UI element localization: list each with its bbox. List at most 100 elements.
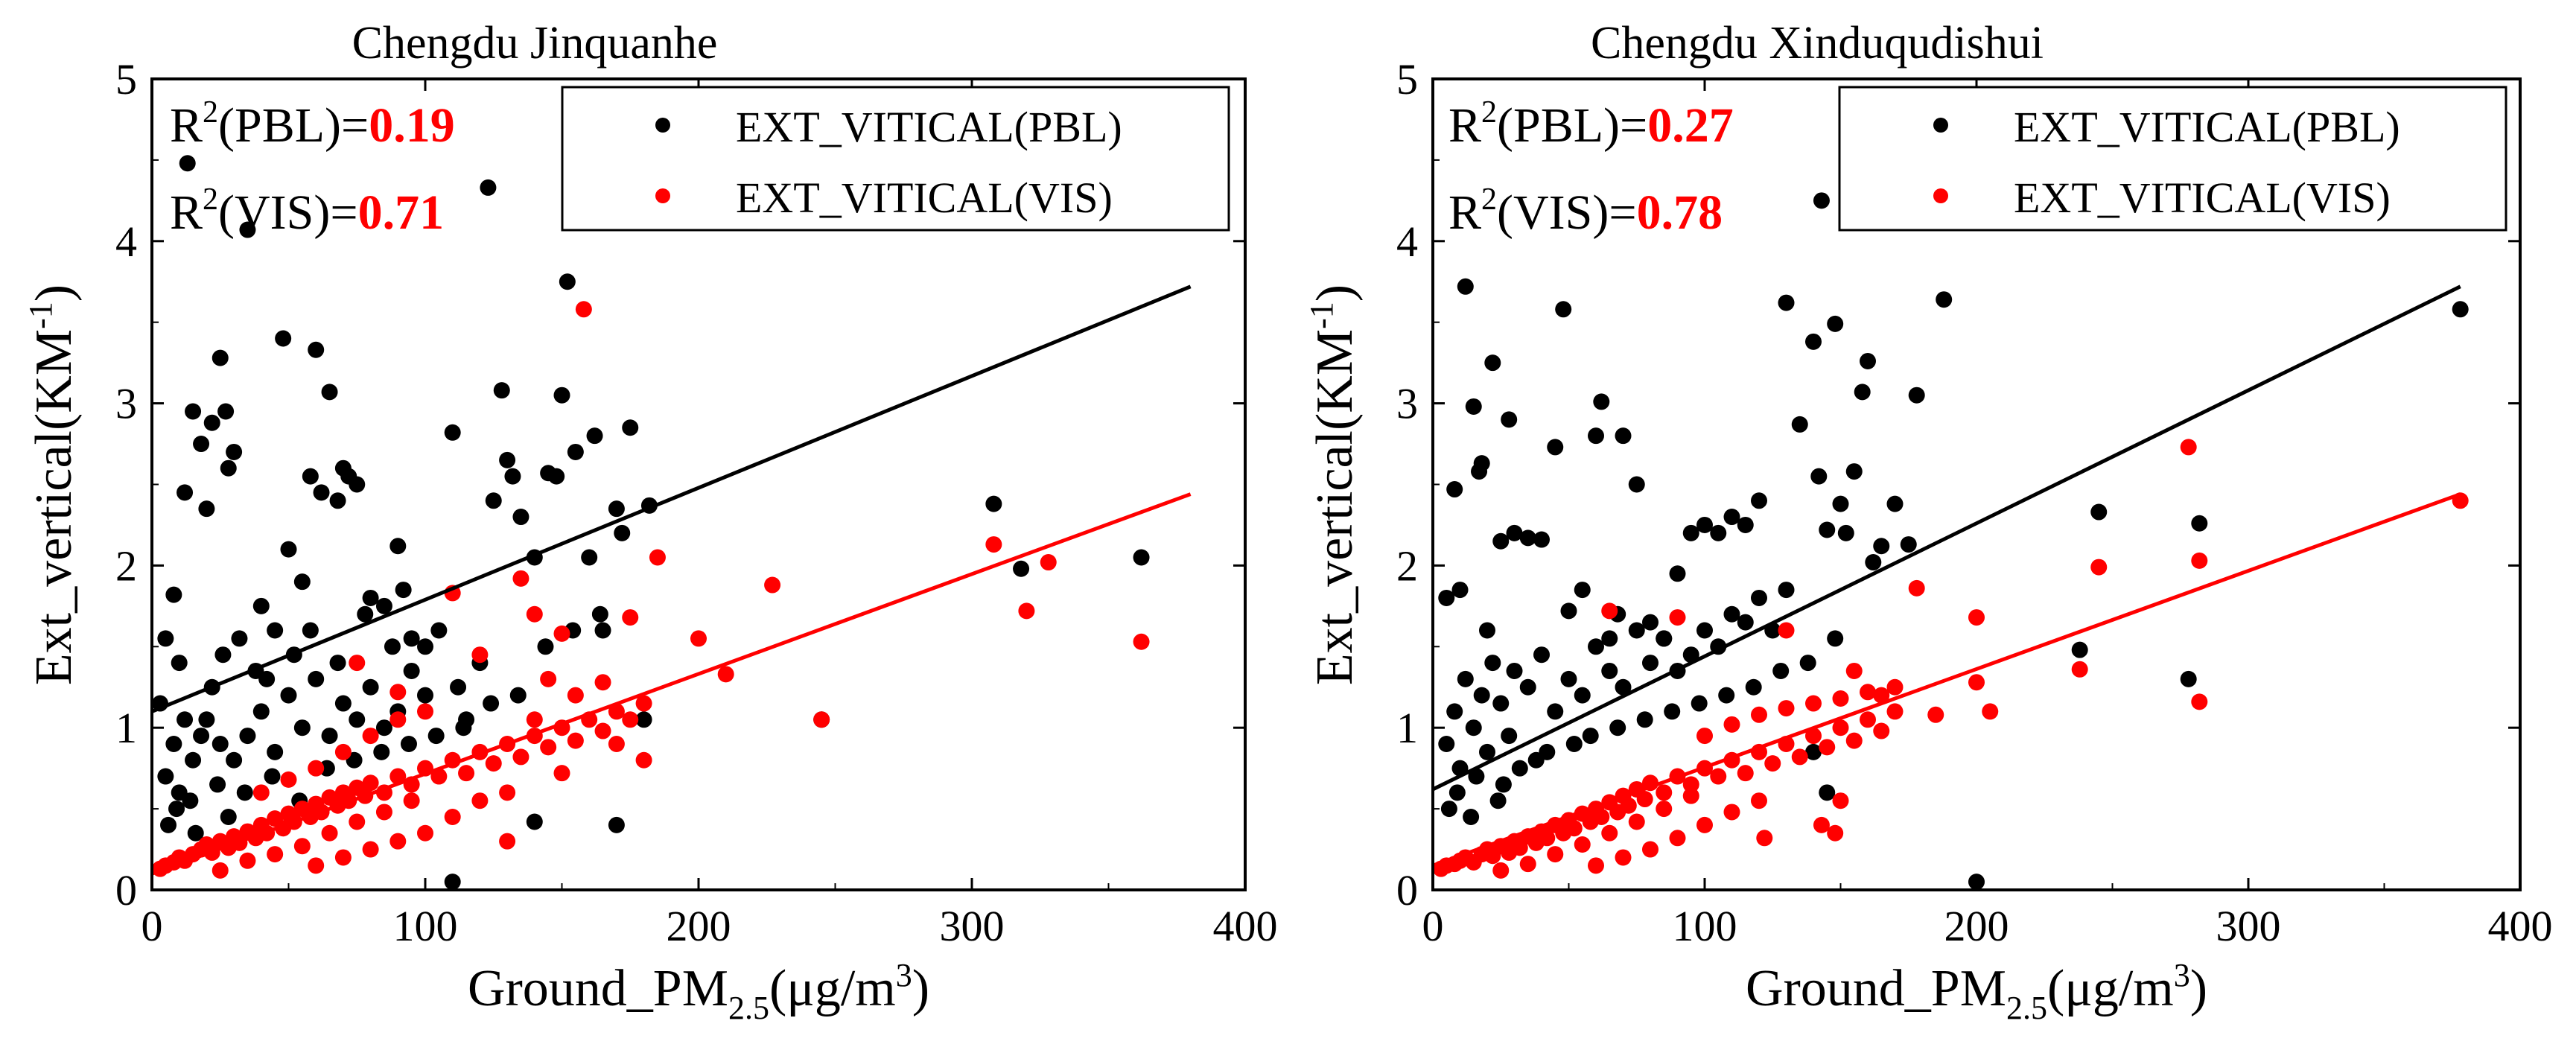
x-tick-label: 0	[1422, 902, 1444, 950]
data-point	[1492, 532, 1510, 550]
data-point	[1813, 192, 1830, 209]
data-point	[567, 443, 584, 460]
data-point	[1484, 655, 1501, 672]
data-point	[614, 524, 631, 541]
data-point	[1601, 824, 1618, 842]
data-point	[1539, 743, 1556, 760]
data-point	[252, 784, 270, 801]
data-point	[168, 801, 185, 818]
legend-label-vis: EXT_VITICAL(VIS)	[736, 174, 1113, 222]
data-point	[193, 436, 210, 453]
legend-marker-vis	[1933, 188, 1948, 203]
x-tick-label: 100	[393, 902, 458, 950]
data-point	[1778, 582, 1795, 599]
data-point	[1446, 481, 1463, 498]
r2-value: 0.27	[1647, 98, 1734, 153]
data-point	[1574, 687, 1591, 704]
data-point	[1501, 728, 1518, 745]
data-point	[308, 760, 325, 777]
data-point	[480, 179, 497, 196]
data-point	[575, 301, 592, 318]
data-point	[483, 695, 500, 712]
data-point	[1446, 703, 1463, 720]
legend-box	[1838, 86, 2507, 232]
data-point	[185, 751, 202, 769]
data-point	[176, 484, 194, 501]
data-point	[1860, 352, 1876, 369]
data-point	[2191, 515, 2208, 532]
data-point	[1492, 695, 1510, 712]
r2-symbol: R	[170, 185, 203, 240]
data-point	[1565, 820, 1583, 837]
data-point	[764, 576, 781, 594]
data-point	[329, 655, 346, 672]
data-point	[2090, 559, 2108, 576]
data-point	[444, 874, 461, 890]
data-point	[813, 711, 830, 728]
data-point	[526, 605, 543, 623]
data-point	[1854, 384, 1871, 401]
data-point	[362, 678, 379, 696]
data-point	[1968, 674, 1985, 691]
data-point	[1588, 638, 1604, 655]
x-axis: 0 100 200 300 400	[1422, 79, 2553, 950]
data-point	[559, 273, 576, 290]
series-vis	[1433, 439, 2469, 879]
data-point	[1751, 589, 1767, 606]
data-point	[334, 743, 352, 760]
data-point	[375, 804, 392, 821]
r2-annotation-vis: R2(VIS)=0.71	[170, 182, 444, 240]
data-point	[264, 768, 281, 785]
series-pbl	[152, 155, 1150, 890]
data-point	[302, 622, 319, 639]
data-point	[198, 500, 215, 518]
data-point	[1582, 728, 1599, 745]
x-axis-label-sub: 2.5	[728, 990, 769, 1026]
data-point	[1751, 706, 1767, 723]
data-point	[160, 816, 177, 833]
data-point	[1656, 784, 1673, 801]
data-point	[1473, 687, 1490, 704]
data-point	[471, 792, 489, 809]
data-point	[1723, 605, 1740, 623]
data-point	[1737, 516, 1754, 533]
data-point	[1656, 630, 1673, 647]
data-point	[349, 655, 366, 672]
data-point	[2071, 661, 2088, 678]
y-tick-label: 5	[1396, 55, 1418, 104]
y-axis-label-main: Ext_vertical(KM	[1306, 329, 1364, 685]
data-point	[1791, 748, 1808, 766]
data-point	[1484, 354, 1501, 372]
data-point	[1457, 278, 1474, 295]
y-axis-label: Ext_vertical(KM-1)	[22, 284, 83, 685]
y-tick-label: 2	[115, 541, 137, 590]
data-point	[171, 655, 188, 672]
data-point	[395, 582, 412, 599]
data-point	[349, 476, 366, 493]
data-point	[1601, 662, 1618, 679]
r2-annotations: R2(PBL)=0.19 R2(VIS)=0.71	[170, 95, 455, 240]
data-point	[226, 751, 243, 769]
data-point	[239, 852, 256, 869]
data-point	[1465, 398, 1482, 415]
data-point	[458, 765, 475, 782]
data-point	[321, 384, 338, 401]
chart-panel-xinduqudishui: Chengdu Xinduqudishui 0 1 2 3 4 5 0 100 200 300 4…	[1303, 18, 2553, 1026]
data-point	[1837, 524, 1854, 541]
y-axis-label-post: )	[1306, 284, 1364, 302]
data-point	[187, 824, 204, 842]
data-point	[1463, 808, 1480, 825]
y-axis-label: Ext_vertical(KM-1)	[1303, 284, 1364, 685]
data-point	[1440, 801, 1457, 818]
data-point	[1642, 614, 1659, 631]
y-axis-label-main: Ext_vertical(KM	[25, 329, 83, 685]
data-point	[1133, 633, 1150, 650]
data-point	[321, 824, 338, 842]
data-point	[280, 771, 297, 788]
data-point	[1908, 386, 1925, 404]
data-point	[493, 382, 510, 399]
data-point	[485, 492, 502, 509]
r2-label: (VIS)=	[218, 185, 358, 240]
data-point	[1772, 662, 1790, 679]
legend-marker-pbl	[1933, 118, 1948, 133]
